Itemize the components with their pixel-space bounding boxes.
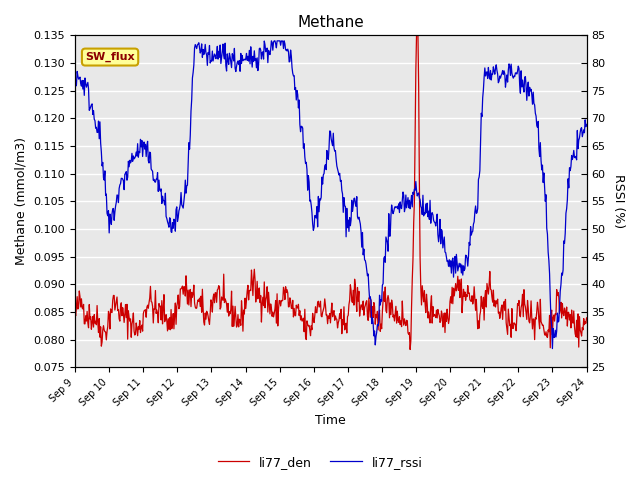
li77_rssi bbox=[408, 204, 416, 210]
li77_den bbox=[393, 320, 401, 326]
Y-axis label: RSSI (%): RSSI (%) bbox=[612, 174, 625, 228]
li77_rssi bbox=[394, 204, 401, 209]
Text: SW_flux: SW_flux bbox=[85, 52, 135, 62]
X-axis label: Time: Time bbox=[316, 414, 346, 427]
Line: li77_den: li77_den bbox=[75, 36, 587, 349]
li77_den bbox=[413, 33, 420, 38]
Legend: li77_den, li77_rssi: li77_den, li77_rssi bbox=[212, 451, 428, 474]
li77_den bbox=[583, 315, 591, 321]
li77_den bbox=[71, 311, 79, 316]
li77_rssi bbox=[133, 153, 141, 159]
li77_den bbox=[212, 290, 220, 296]
li77_den bbox=[185, 302, 193, 308]
li77_rssi bbox=[548, 346, 556, 351]
li77_rssi bbox=[71, 69, 79, 75]
Y-axis label: Methane (mmol/m3): Methane (mmol/m3) bbox=[15, 137, 28, 265]
li77_rssi bbox=[185, 140, 193, 145]
li77_rssi bbox=[583, 121, 591, 127]
li77_rssi bbox=[212, 56, 220, 61]
Title: Methane: Methane bbox=[298, 15, 364, 30]
Line: li77_rssi: li77_rssi bbox=[75, 41, 587, 348]
li77_rssi bbox=[81, 93, 88, 98]
li77_den bbox=[133, 325, 141, 331]
li77_den bbox=[408, 276, 416, 282]
li77_den bbox=[81, 321, 88, 327]
li77_rssi bbox=[268, 38, 275, 44]
li77_den bbox=[406, 347, 414, 352]
